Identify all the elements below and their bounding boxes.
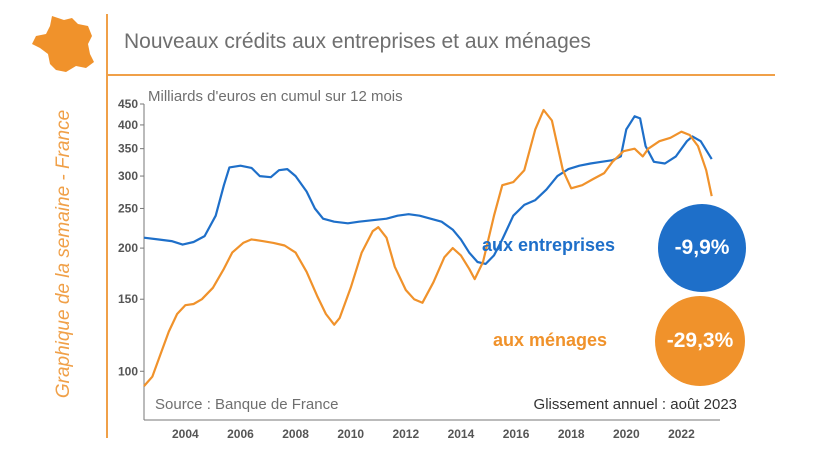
y-tick-label: 250 xyxy=(118,201,138,215)
x-tick-label: 2006 xyxy=(227,427,254,441)
x-tick-label: 2008 xyxy=(282,427,309,441)
badge-menages: -29,3% xyxy=(655,296,745,386)
vertical-rule xyxy=(106,14,108,438)
series-line-entreprises xyxy=(143,115,713,265)
x-tick-label: 2010 xyxy=(337,427,364,441)
france-map-icon xyxy=(32,16,94,72)
series-line-menages xyxy=(143,108,713,387)
badge-entreprises: -9,9% xyxy=(658,204,746,292)
y-axis-label: Milliards d'euros en cumul sur 12 mois xyxy=(148,88,403,105)
y-tick-label: 200 xyxy=(118,241,138,255)
series-label-entreprises: aux entreprises xyxy=(482,235,616,255)
y-tick-label: 150 xyxy=(118,292,138,306)
x-tick-label: 2016 xyxy=(503,427,530,441)
x-tick-label: 2014 xyxy=(448,427,475,441)
y-tick-label: 350 xyxy=(118,142,138,156)
series-label-menages: aux ménages xyxy=(493,330,608,350)
x-tick-label: 2018 xyxy=(558,427,585,441)
x-tick-label: 2020 xyxy=(613,427,640,441)
y-tick-label: 400 xyxy=(118,118,138,132)
y-tick-label: 100 xyxy=(118,364,138,378)
source-note: Source : Banque de France xyxy=(155,396,339,413)
x-tick-label: 2022 xyxy=(668,427,695,441)
x-tick-label: 2004 xyxy=(172,427,199,441)
annual-change-caption: Glissement annuel : août 2023 xyxy=(533,396,737,413)
y-tick-label: 450 xyxy=(118,97,138,111)
page-title: Nouveaux crédits aux entreprises et aux … xyxy=(124,30,591,53)
y-tick-label: 300 xyxy=(118,169,138,183)
header-rule xyxy=(108,74,775,76)
x-tick-label: 2012 xyxy=(392,427,419,441)
